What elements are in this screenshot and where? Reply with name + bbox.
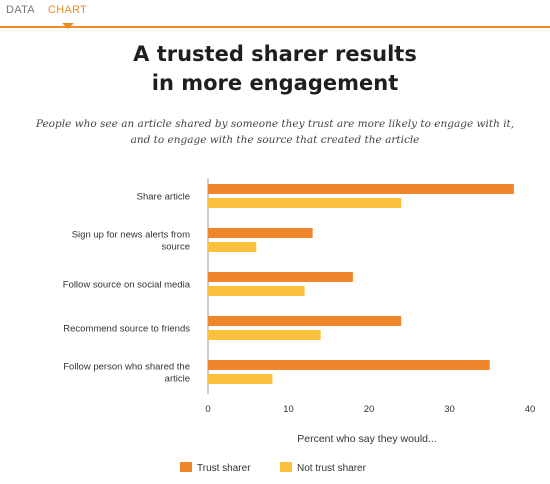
chart-subtitle: People who see an article shared by some… (35, 118, 515, 146)
x-axis-title: Percent who say they would... (297, 433, 437, 445)
bar-not-trust-sharer (208, 242, 257, 252)
category-label-line: Follow source on social media (63, 280, 191, 291)
bar-not-trust-sharer (208, 286, 305, 296)
x-tick-label: 40 (525, 404, 536, 415)
category-label: Follow person who shared the article (63, 362, 190, 385)
bar-not-trust-sharer (208, 374, 273, 384)
legend-label: Not trust sharer (297, 463, 367, 474)
category-label-line: Share article (137, 192, 190, 203)
tab-data[interactable]: DATA (6, 4, 35, 16)
bar-trust-sharer (208, 228, 313, 238)
x-tick-label: 10 (283, 404, 294, 415)
bar-not-trust-sharer (208, 198, 402, 208)
bar-trust-sharer (208, 360, 490, 370)
bar-not-trust-sharer (208, 330, 321, 340)
x-tick-label: 0 (205, 404, 210, 415)
legend-label: Trust sharer (197, 463, 251, 474)
bar-trust-sharer (208, 272, 353, 282)
chart-title: A trusted sharer results in more engagem… (0, 40, 550, 98)
bar-trust-sharer (208, 316, 402, 326)
category-label: Sign up for news alerts from source (72, 230, 190, 253)
category-label-line: Recommend source to friends (63, 324, 190, 335)
category-label: Share article (137, 192, 190, 203)
category-label: Recommend source to friends (63, 324, 190, 335)
chart-title-line-2: in more engagement (151, 71, 399, 95)
legend-swatch-not-trust-sharer (280, 462, 292, 472)
category-label-line: Sign up for news alerts from (72, 230, 190, 241)
tab-chart[interactable]: CHART (48, 4, 88, 29)
x-tick-label: 20 (364, 404, 375, 415)
category-label-line: source (161, 242, 190, 253)
chart-title-line-1: A trusted sharer results (133, 42, 417, 66)
x-tick-label: 30 (444, 404, 455, 415)
bar-trust-sharer (208, 184, 514, 194)
category-label-line: article (165, 374, 190, 385)
legend-swatch-trust-sharer (180, 462, 192, 472)
category-label-line: Follow person who shared the (63, 362, 190, 373)
category-label: Follow source on social media (63, 280, 191, 291)
tab-bar: DATA CHART (0, 0, 550, 29)
